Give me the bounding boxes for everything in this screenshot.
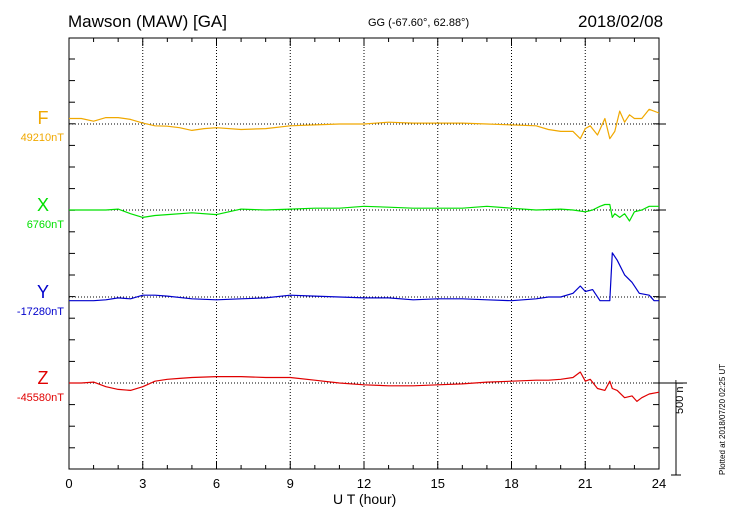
x-tick-label: 21 bbox=[578, 476, 592, 491]
x-tick-label: 9 bbox=[287, 476, 294, 491]
scale-bar-label: 500 nT bbox=[674, 379, 686, 414]
series-line-f bbox=[69, 108, 660, 140]
x-tick-label: 0 bbox=[65, 476, 72, 491]
series-line-z bbox=[69, 371, 660, 402]
series-baseline-label-z: -45580nT bbox=[17, 392, 64, 404]
plot-date: 2018/02/08 bbox=[578, 12, 664, 31]
x-tick-label: 24 bbox=[652, 476, 666, 491]
series-line-x bbox=[69, 203, 659, 222]
plotted-at-note: Plotted at 2018/07/20 02:25 UT bbox=[718, 363, 727, 475]
x-tick-label: 6 bbox=[213, 476, 220, 491]
station-title: Mawson (MAW) [GA] bbox=[68, 12, 227, 31]
series-line-y bbox=[69, 252, 659, 302]
series-label-x: X bbox=[37, 195, 49, 215]
series-baseline-label-y: -17280nT bbox=[17, 306, 64, 318]
x-tick-label: 18 bbox=[504, 476, 518, 491]
x-tick-label: 15 bbox=[431, 476, 445, 491]
station-coordinates: GG (-67.60°, 62.88°) bbox=[368, 17, 470, 29]
series-baseline-label-x: 6760nT bbox=[27, 219, 65, 231]
x-tick-label: 12 bbox=[357, 476, 371, 491]
x-axis-label: U T (hour) bbox=[333, 491, 397, 507]
series-label-f: F bbox=[38, 108, 49, 128]
series-baseline-label-f: 49210nT bbox=[21, 132, 65, 144]
series-label-z: Z bbox=[38, 368, 49, 388]
x-tick-label: 3 bbox=[139, 476, 146, 491]
series-label-y: Y bbox=[37, 282, 49, 302]
